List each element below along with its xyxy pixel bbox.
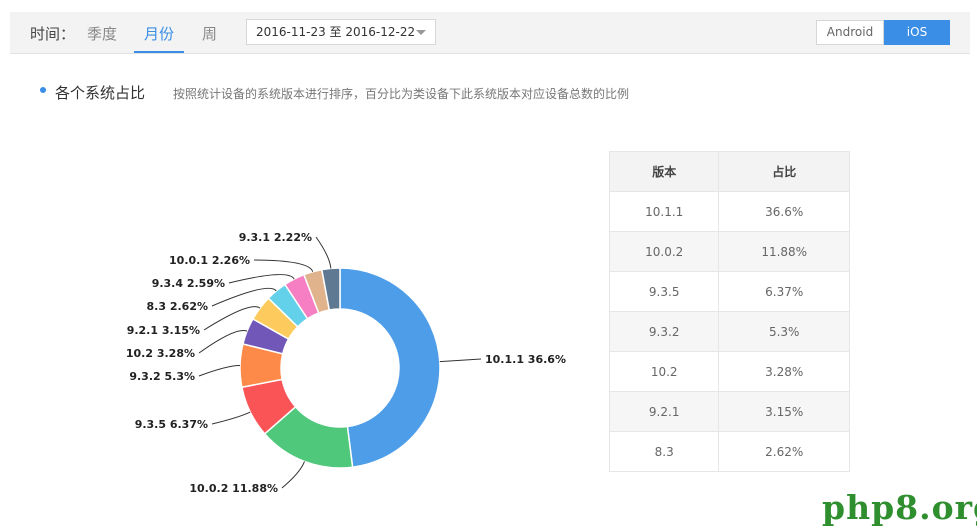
leader-line xyxy=(211,287,277,307)
watermark-logo: php8.org xyxy=(822,488,977,527)
version-cell: 10.1.1 xyxy=(608,191,720,232)
table-row: 10.2 3.28% xyxy=(608,351,850,392)
section-title: 各个系统占比 xyxy=(55,84,146,102)
slice-10-1-1[interactable] xyxy=(339,267,441,469)
leader-line xyxy=(211,411,251,425)
table-header-row: 版本 占比 xyxy=(608,151,850,192)
table-row: 10.1.1 36.6% xyxy=(608,191,850,232)
table-row: 9.3.2 5.3% xyxy=(608,311,850,352)
leader-line xyxy=(203,306,261,331)
version-cell: 9.3.5 xyxy=(608,271,720,312)
filter-toolbar: 时间： 季度 月份 周 2016-11-23 至 2016-12-22 Andr… xyxy=(10,12,970,54)
table-row: 10.0.2 11.88% xyxy=(608,231,850,272)
section-description: 按照统计设备的系统版本进行排序，百分比为类设备下此系统版本对应设备总数的比例 xyxy=(173,87,630,101)
column-header-share: 占比 xyxy=(718,151,850,192)
version-cell: 8.3 xyxy=(608,431,720,472)
time-label: 时间： xyxy=(30,25,76,43)
version-table: 版本 占比 10.1.1 36.6% 10.0.2 11.88% 9.3.5 6.37… xyxy=(608,151,850,472)
leader-line xyxy=(281,461,305,489)
leader-line xyxy=(253,259,314,273)
version-cell: 9.3.2 xyxy=(608,311,720,352)
slice-label: 10.0.1 2.26% xyxy=(169,254,250,267)
version-cell: 9.2.1 xyxy=(608,391,720,432)
version-cell: 10.0.2 xyxy=(608,231,720,272)
tab-week[interactable]: 周 xyxy=(202,25,218,43)
share-cell: 3.28% xyxy=(718,351,850,392)
platform-ios-button[interactable]: iOS xyxy=(884,20,950,45)
table-row: 9.2.1 3.15% xyxy=(608,391,850,432)
slice-label: 10.0.2 11.88% xyxy=(189,482,278,495)
active-tab-indicator xyxy=(134,51,184,53)
slice-label: 9.2.1 3.15% xyxy=(127,324,200,337)
slice-9-3-1[interactable] xyxy=(320,267,341,311)
table-row: 9.3.5 6.37% xyxy=(608,271,850,312)
share-cell: 3.15% xyxy=(718,391,850,432)
date-range-value: 2016-11-23 至 2016-12-22 xyxy=(256,25,416,39)
leader-line xyxy=(198,365,241,377)
version-donut-chart: 10.1.1 36.6% 10.0.2 11.88% 9.3.5 6.37% 9.3.… xyxy=(126,231,566,495)
tab-quarter[interactable]: 季度 xyxy=(87,25,118,43)
slice-label: 9.3.4 2.59% xyxy=(152,277,225,290)
slice-label: 8.3 2.62% xyxy=(147,300,208,313)
share-cell: 36.6% xyxy=(718,191,850,232)
tab-month[interactable]: 月份 xyxy=(144,25,175,43)
share-cell: 6.37% xyxy=(718,271,850,312)
date-range-picker[interactable]: 2016-11-23 至 2016-12-22 xyxy=(246,19,436,45)
table-row: 8.3 2.62% xyxy=(608,431,850,472)
version-cell: 10.2 xyxy=(608,351,720,392)
slice-label: 10.1.1 36.6% xyxy=(485,353,566,366)
leader-line xyxy=(315,236,332,269)
leader-line xyxy=(439,358,482,363)
slice-label: 9.3.2 5.3% xyxy=(129,370,195,383)
leader-line xyxy=(198,329,248,354)
share-cell: 5.3% xyxy=(718,311,850,352)
share-cell: 2.62% xyxy=(718,431,850,472)
slice-label: 9.3.1 2.22% xyxy=(239,231,312,244)
share-cell: 11.88% xyxy=(718,231,850,272)
slice-label: 10.2 3.28% xyxy=(126,347,195,360)
chevron-down-icon xyxy=(416,30,426,35)
platform-android-button[interactable]: Android xyxy=(816,20,884,45)
bullet-icon xyxy=(40,87,46,93)
slice-label: 9.3.5 6.37% xyxy=(135,418,208,431)
leader-line xyxy=(228,274,295,284)
column-header-version: 版本 xyxy=(608,151,720,192)
